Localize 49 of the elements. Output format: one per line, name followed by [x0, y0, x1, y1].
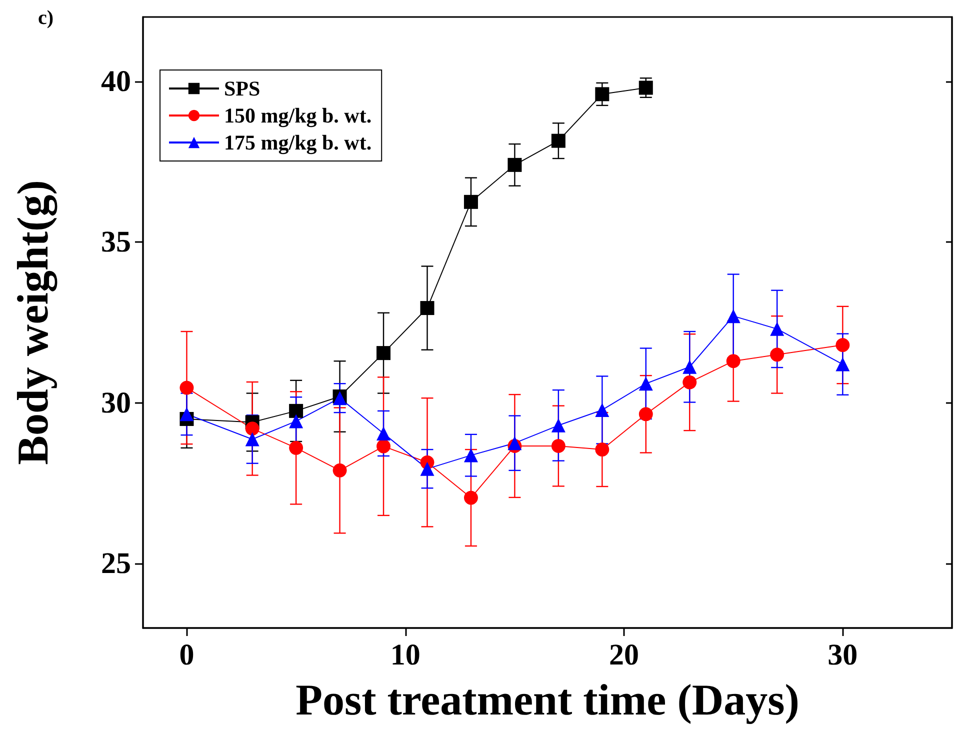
- y-axis-title: Body weight(g): [8, 180, 58, 465]
- x-tick-label: 0: [179, 638, 194, 672]
- point: [289, 414, 304, 428]
- point: [551, 438, 566, 453]
- point: [245, 432, 260, 446]
- x-axis-title: Post treatment time (Days): [296, 676, 800, 724]
- point: [836, 338, 850, 352]
- point: [836, 357, 850, 372]
- text: c): [38, 7, 54, 29]
- point: [289, 404, 304, 418]
- y-tick-label: 35: [101, 226, 131, 259]
- point: [464, 448, 478, 462]
- point: [508, 158, 522, 172]
- point: [682, 375, 697, 390]
- point: [464, 490, 478, 505]
- point: [595, 442, 610, 457]
- y-tick-label: 40: [101, 64, 131, 98]
- y-tick-label: 30: [101, 386, 131, 420]
- point: [420, 301, 434, 316]
- point: [376, 439, 391, 454]
- point: [180, 407, 194, 422]
- point: [180, 380, 194, 395]
- x-tick-label: 10: [390, 638, 420, 672]
- x-tick-label: 20: [609, 638, 640, 672]
- point: [726, 354, 740, 368]
- point: [464, 194, 478, 209]
- point: [726, 309, 740, 324]
- point: [332, 463, 347, 478]
- legend-label: SPS: [224, 76, 260, 100]
- point: [289, 440, 304, 455]
- legend-label: 150 mg/kg b. wt.: [224, 104, 372, 128]
- point: [638, 407, 653, 422]
- point: [595, 402, 610, 417]
- point: [638, 80, 653, 95]
- point: [682, 360, 697, 374]
- point: [595, 87, 610, 102]
- x-tick-label: 30: [828, 638, 858, 672]
- y-tick-label: 25: [101, 547, 131, 580]
- point: [551, 418, 566, 432]
- legend-label: 175 mg/kg b. wt.: [224, 130, 372, 154]
- point: [420, 462, 434, 476]
- point: [551, 134, 566, 148]
- point: [770, 322, 784, 336]
- point: [770, 348, 784, 362]
- point: [638, 376, 653, 391]
- point: [245, 422, 260, 436]
- point: [376, 346, 391, 360]
- point: [376, 426, 391, 440]
- point: [508, 436, 522, 450]
